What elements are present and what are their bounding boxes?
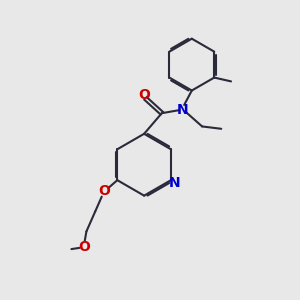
Text: O: O bbox=[98, 184, 110, 198]
Text: O: O bbox=[138, 88, 150, 102]
Text: N: N bbox=[169, 176, 180, 190]
Text: N: N bbox=[177, 103, 189, 117]
Text: O: O bbox=[78, 240, 90, 254]
